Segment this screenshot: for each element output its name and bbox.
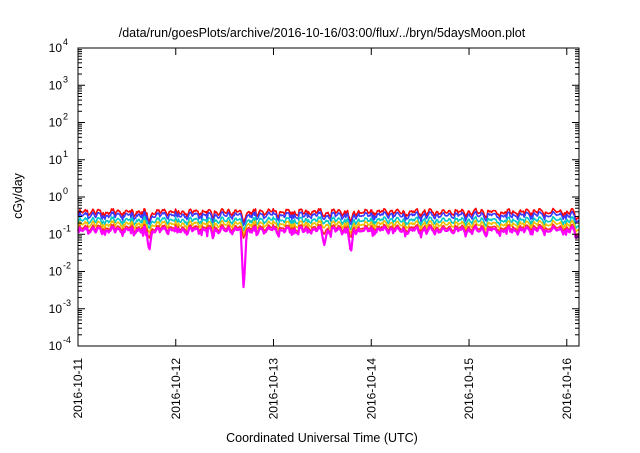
chart-title: /data/run/goesPlots/archive/2016-10-16/0…: [119, 26, 526, 40]
y-tick-exponent: -1: [63, 223, 71, 233]
y-tick-label: 10: [49, 302, 63, 316]
series-line: [77, 207, 580, 224]
x-tick-label: 2016-10-15: [462, 358, 476, 420]
series-line: [76, 225, 580, 289]
y-tick-label: 10: [49, 153, 63, 167]
y-tick-label: 10: [49, 116, 63, 130]
y-tick-exponent: -4: [63, 335, 71, 345]
y-tick-exponent: 1: [63, 149, 68, 159]
x-tick-label: 2016-10-11: [71, 358, 85, 419]
x-tick-label: 2016-10-14: [364, 358, 378, 420]
plot-frame: [77, 47, 580, 347]
y-axis-label: cGy/day: [11, 172, 25, 219]
y-tick-label: 10: [49, 265, 63, 279]
y-tick-exponent: -2: [63, 261, 71, 271]
series-layer: [76, 207, 580, 289]
y-tick-exponent: 4: [63, 37, 68, 47]
y-tick-exponent: 2: [63, 112, 68, 122]
y-tick-exponent: 0: [63, 186, 68, 196]
series-line: [77, 215, 580, 232]
series-line: [77, 219, 580, 236]
series-line: [77, 210, 580, 227]
x-axis-label: Coordinated Universal Time (UTC): [226, 431, 418, 445]
x-tick-label: 2016-10-16: [560, 358, 574, 420]
y-tick-exponent: -3: [63, 298, 71, 308]
y-tick-label: 10: [49, 339, 63, 353]
y-tick-label: 10: [49, 78, 63, 92]
y-tick-label: 10: [49, 190, 63, 204]
x-tick-label: 2016-10-13: [267, 358, 281, 420]
x-tick-label: 2016-10-12: [169, 358, 183, 420]
y-tick-exponent: 3: [63, 74, 68, 84]
y-tick-label: 10: [49, 41, 63, 55]
y-tick-label: 10: [49, 227, 63, 241]
